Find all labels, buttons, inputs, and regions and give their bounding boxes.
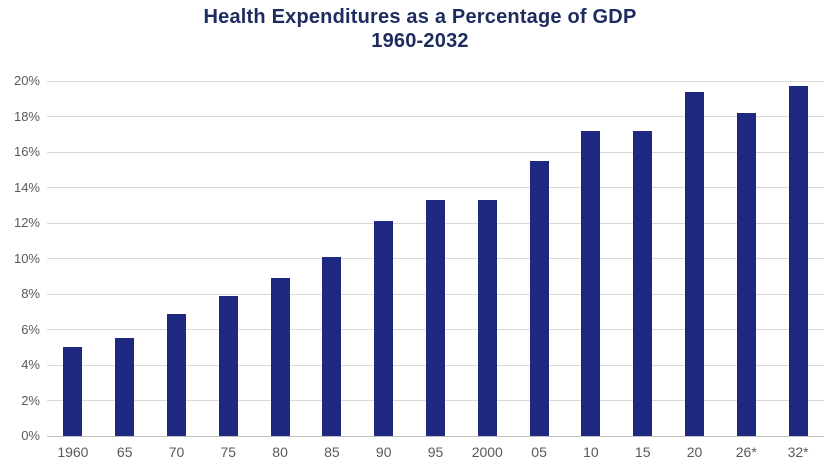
gridline: [47, 151, 824, 153]
bar-26*: [736, 112, 756, 436]
x-tick-label: 10: [583, 444, 599, 460]
y-tick-label: 12%: [13, 215, 40, 230]
chart-title-line1: Health Expenditures as a Percentage of G…: [203, 6, 637, 28]
gridline: [47, 187, 824, 188]
gridline: [47, 80, 824, 82]
y-tick-label: 16%: [13, 144, 40, 159]
x-tick-label: 32*: [787, 444, 809, 460]
bar-1960: [63, 347, 83, 436]
y-tick-label: 14%: [13, 179, 40, 195]
x-tick-label: 75: [220, 444, 237, 460]
bar-05: [529, 160, 549, 436]
y-tick-label: 18%: [13, 108, 40, 124]
y-tick-label: 4%: [21, 357, 40, 372]
x-tick-label: 15: [634, 444, 651, 460]
x-tick-label: 95: [427, 444, 444, 460]
y-tick-label: 6%: [21, 321, 40, 337]
bar-2000: [477, 199, 497, 436]
bar-10: [581, 130, 601, 436]
y-tick-label: 10%: [13, 250, 40, 266]
bar-95: [426, 199, 445, 436]
x-tick-label: 1960: [57, 444, 89, 460]
x-tick-label: 26*: [735, 444, 757, 460]
bar-65: [115, 338, 135, 436]
bar-90: [374, 221, 394, 436]
bar-15: [633, 130, 653, 436]
bar-80: [270, 278, 290, 436]
x-tick-label: 65: [116, 444, 133, 460]
bar-75: [218, 295, 238, 436]
chart-title: Health Expenditures as a Percentage of G…: [0, 5, 840, 53]
plot-area: [47, 80, 824, 437]
y-tick-label: 0%: [21, 428, 40, 443]
x-axis-baseline: [47, 435, 824, 437]
y-tick-label: 2%: [21, 392, 40, 408]
bar-70: [167, 313, 186, 436]
y-tick-label: 8%: [21, 286, 40, 301]
x-axis: 1960 65 70 75 80 85 90 95 2000 05 10 15 20 26* 32*: [47, 444, 824, 464]
y-tick-label: 20%: [13, 73, 40, 88]
chart-title-line2: 1960-2032: [371, 30, 469, 52]
x-tick-label: 05: [531, 444, 547, 460]
x-tick-label: 90: [375, 444, 392, 460]
bar-20: [685, 91, 704, 436]
x-tick-label: 80: [272, 444, 288, 460]
y-axis: 0% 2% 4% 6% 8% 10% 12% 14% 16% 18% 20%: [0, 0, 40, 472]
bar-85: [322, 256, 342, 436]
x-tick-label: 2000: [471, 444, 503, 460]
x-tick-label: 20: [686, 444, 703, 460]
gridline: [47, 116, 824, 117]
bar-32*: [788, 86, 808, 436]
x-tick-label: 85: [324, 444, 340, 460]
x-tick-label: 70: [168, 444, 185, 460]
